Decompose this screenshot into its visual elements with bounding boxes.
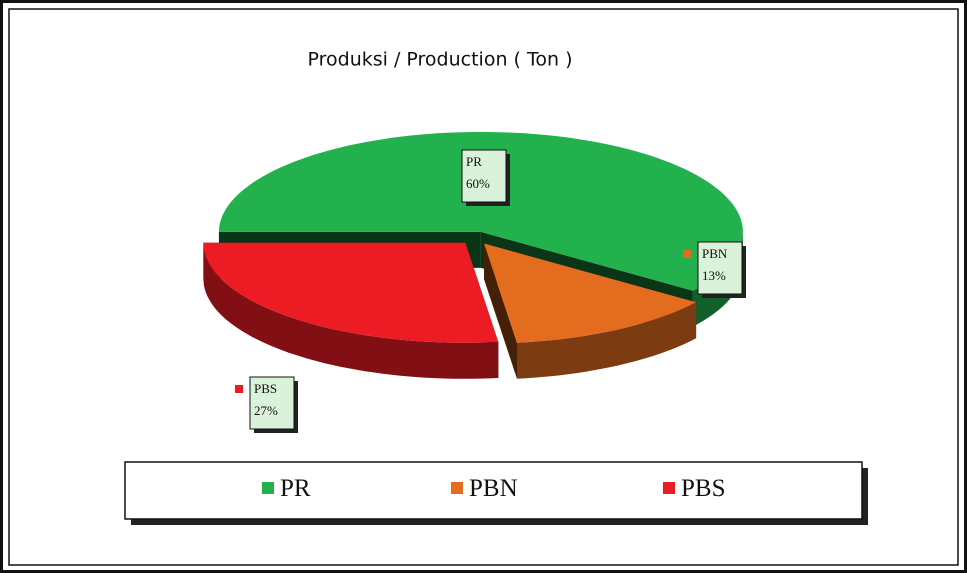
slice-side	[517, 302, 697, 379]
data-label-value: 60%	[466, 176, 490, 191]
data-label-marker	[683, 250, 691, 258]
legend-label: PBS	[681, 475, 725, 502]
legend-swatch	[262, 482, 274, 494]
data-label-box	[249, 376, 295, 430]
legend-swatch	[663, 482, 675, 494]
legend	[124, 461, 863, 520]
slice	[203, 242, 499, 343]
data-label-value: 27%	[254, 403, 278, 418]
slice-wall	[484, 243, 517, 379]
legend-label: PBN	[469, 475, 518, 502]
slice	[218, 131, 743, 291]
data-label-marker	[235, 385, 243, 393]
slice	[484, 243, 697, 343]
data-label-marker	[447, 158, 455, 166]
slice-side	[203, 242, 499, 379]
data-label-box	[461, 149, 507, 203]
labels: PR 60% PBN 13% PBS 27% PR PBN PBS	[235, 149, 746, 502]
data-label-name: PR	[466, 154, 482, 169]
pie	[203, 131, 743, 379]
legend-label: PR	[280, 475, 311, 502]
chart-title: Produksi / Production ( Ton )	[308, 49, 573, 71]
data-label-name: PBS	[254, 381, 277, 396]
data-label-name: PBN	[702, 246, 728, 261]
data-label-box	[697, 241, 743, 295]
inner-frame	[8, 8, 959, 566]
legend-swatch	[451, 482, 463, 494]
data-label-value: 13%	[702, 268, 726, 283]
